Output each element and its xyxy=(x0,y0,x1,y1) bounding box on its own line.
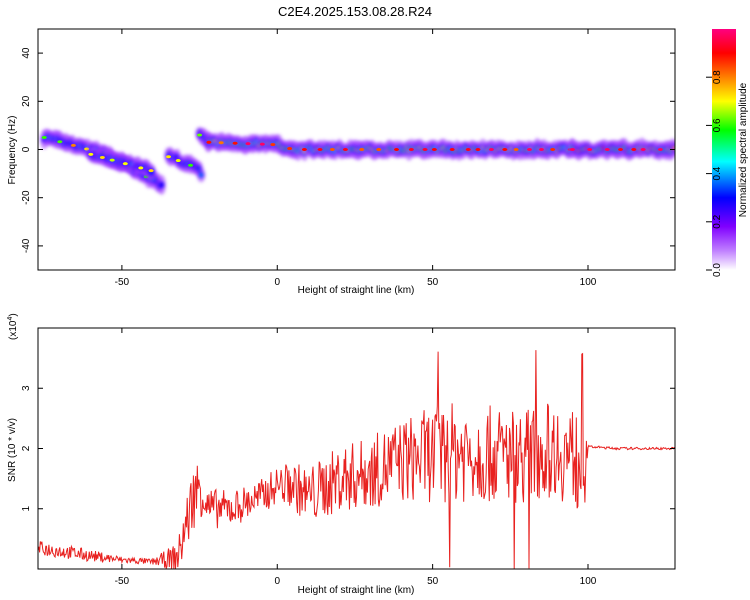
figure-title: C2E4.2025.153.08.28.R24 xyxy=(278,4,432,19)
snr-ytick-label: 3 xyxy=(21,385,32,391)
colorbar: 0.0 0.2 0.4 0.6 0.8 Normalized spectral ampl… xyxy=(706,29,749,277)
colorbar-tick-label: 0.6 xyxy=(712,118,723,132)
spectrogram-peak xyxy=(502,148,508,151)
snr-scale-label: (x104) xyxy=(7,313,19,340)
spectrogram-peak xyxy=(329,148,335,151)
spectrogram-peak xyxy=(166,155,172,159)
colorbar-tick-label: 0.8 xyxy=(712,70,723,84)
colorbar-tick-label: 0.4 xyxy=(712,166,723,180)
spectrogram-peak xyxy=(465,148,471,151)
spectrogram-peak xyxy=(526,148,532,151)
spectrogram-ytick-label: -40 xyxy=(21,238,32,253)
spectrogram-peak xyxy=(148,169,154,173)
spectrogram-peak xyxy=(232,141,238,145)
spectrogram-ytick-label: -20 xyxy=(21,190,32,205)
spectrogram-peak xyxy=(431,148,437,151)
spectrogram-peak xyxy=(376,148,382,151)
spectrogram-peak xyxy=(317,148,323,151)
spectrogram-peak xyxy=(197,133,203,137)
snr-frame xyxy=(37,327,676,570)
spectrogram-xtick-label: 50 xyxy=(427,277,439,288)
colorbar-label: Normalized spectral amplitude xyxy=(738,82,749,217)
snr-xtick-label: 100 xyxy=(580,576,597,587)
spectrogram-peak xyxy=(259,142,265,146)
spectrogram-peak xyxy=(301,148,307,151)
spectrogram-peak xyxy=(475,148,481,151)
spectrogram-axes: -50 0 50 100 -40 -20 0 20 40 xyxy=(21,29,675,288)
spectrogram-ytick-label: 20 xyxy=(21,95,32,107)
spectrogram-peak xyxy=(604,148,610,151)
colorbar-tick-label: 0.2 xyxy=(712,214,723,228)
spectrogram-ytick-label: 0 xyxy=(21,146,32,152)
spectrogram-peak xyxy=(138,166,144,170)
spectrogram-xtick-label: 0 xyxy=(274,277,280,288)
spectrogram-peak xyxy=(245,142,251,146)
spectrogram-peak xyxy=(70,143,76,147)
spectrogram-ridge xyxy=(86,146,157,181)
spectrogram-ridges xyxy=(39,126,675,195)
spectrogram-peak xyxy=(617,148,623,151)
spectrogram-peak xyxy=(88,152,94,156)
snr-ytick-label: 2 xyxy=(21,445,32,451)
spectrogram-peak xyxy=(408,148,414,151)
spectrogram-peak xyxy=(422,148,428,151)
spectrogram-peak xyxy=(270,143,276,147)
spectrogram-peak xyxy=(188,163,194,167)
snr-scale-exponent: 4 xyxy=(7,317,14,321)
spectrogram-peak xyxy=(449,148,455,151)
spectrogram-xtick-label: -50 xyxy=(115,277,130,288)
colorbar-tick-label: 0.0 xyxy=(712,263,723,277)
spectrogram-ridge xyxy=(567,137,675,161)
spectrogram-peak xyxy=(569,148,575,151)
spectrogram-peak xyxy=(287,147,293,151)
snr-series-line xyxy=(38,350,675,569)
spectrogram-peak xyxy=(41,135,47,139)
spectrogram-panel: -50 0 50 100 -40 -20 0 20 40 Height of straight … xyxy=(7,28,676,296)
spectrogram-peak xyxy=(218,141,224,145)
spectrogram-ridge xyxy=(204,131,577,161)
spectrogram-peak xyxy=(640,148,646,151)
spectrogram-xtick-label: 100 xyxy=(580,277,597,288)
spectrogram-peak xyxy=(393,148,399,151)
colorbar-gradient xyxy=(712,29,736,270)
spectrogram-peak xyxy=(657,148,663,151)
spectrogram-peak xyxy=(550,148,556,151)
spectrogram-peak xyxy=(359,148,365,151)
snr-xtick-label: -50 xyxy=(115,576,130,587)
spectrogram-peak xyxy=(122,162,128,166)
snr-axes: -50 0 50 100 1 2 3 xyxy=(21,328,675,587)
colorbar-ticks: 0.0 0.2 0.4 0.6 0.8 xyxy=(706,70,723,277)
spectrogram-peak xyxy=(175,159,181,163)
spectrogram-peak xyxy=(513,148,519,151)
spectrogram-ridge xyxy=(164,146,206,183)
snr-line xyxy=(38,350,675,569)
snr-ytick-label: 1 xyxy=(21,506,32,512)
spectrogram-ylabel: Frequency (Hz) xyxy=(7,116,18,185)
spectrogram-peak xyxy=(342,148,348,151)
snr-xtick-label: 0 xyxy=(274,576,280,587)
spectrogram-peak xyxy=(99,155,105,159)
spectrogram-peak xyxy=(488,148,494,151)
spectrogram-peak xyxy=(587,148,593,151)
spectrogram-peak xyxy=(57,140,63,144)
spectrogram-peak xyxy=(206,140,212,144)
snr-xtick-label: 50 xyxy=(427,576,439,587)
spectrogram-peak xyxy=(538,148,544,151)
spectrogram-xlabel: Height of straight line (km) xyxy=(298,285,415,296)
spectrogram-ytick-label: 40 xyxy=(21,47,32,59)
spectrogram-peak xyxy=(631,148,637,151)
spectrogram-peak xyxy=(109,158,115,162)
snr-xlabel: Height of straight line (km) xyxy=(298,585,415,596)
snr-ylabel: SNR (10 * v/v) xyxy=(7,418,18,482)
snr-panel: -50 0 50 100 1 2 3 Height of straight line (km… xyxy=(7,313,676,596)
